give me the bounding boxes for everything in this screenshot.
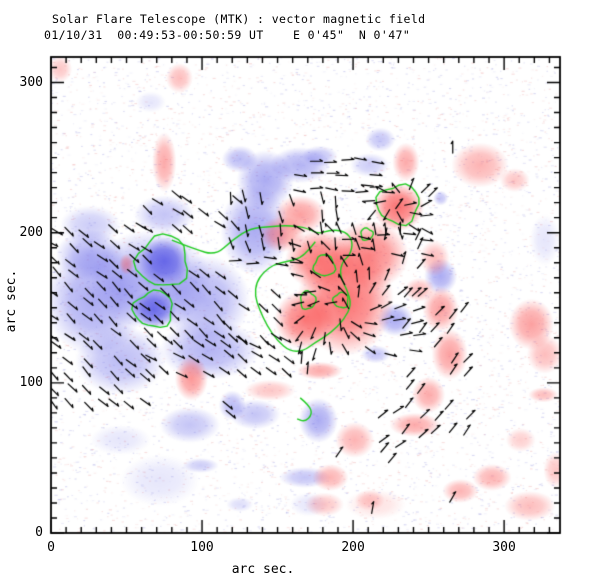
x-tick-label: 300 <box>492 540 516 555</box>
figure-title: Solar Flare Telescope (MTK) : vector mag… <box>52 12 426 26</box>
x-tick-label: 200 <box>341 540 365 555</box>
y-tick-label: 200 <box>19 224 43 240</box>
x-axis-label: arc sec. <box>231 562 295 577</box>
y-tick-label: 0 <box>35 525 43 540</box>
y-axis-label: arc sec. <box>4 269 19 333</box>
y-tick-label: 300 <box>19 74 43 90</box>
y-tick-label: 100 <box>19 374 43 390</box>
x-tick-label: 0 <box>47 540 55 555</box>
x-tick-label: 100 <box>190 540 214 555</box>
figure-subtitle: 01/10/31 00:49:53-00:50:59 UT E 0'45" N … <box>44 28 411 42</box>
